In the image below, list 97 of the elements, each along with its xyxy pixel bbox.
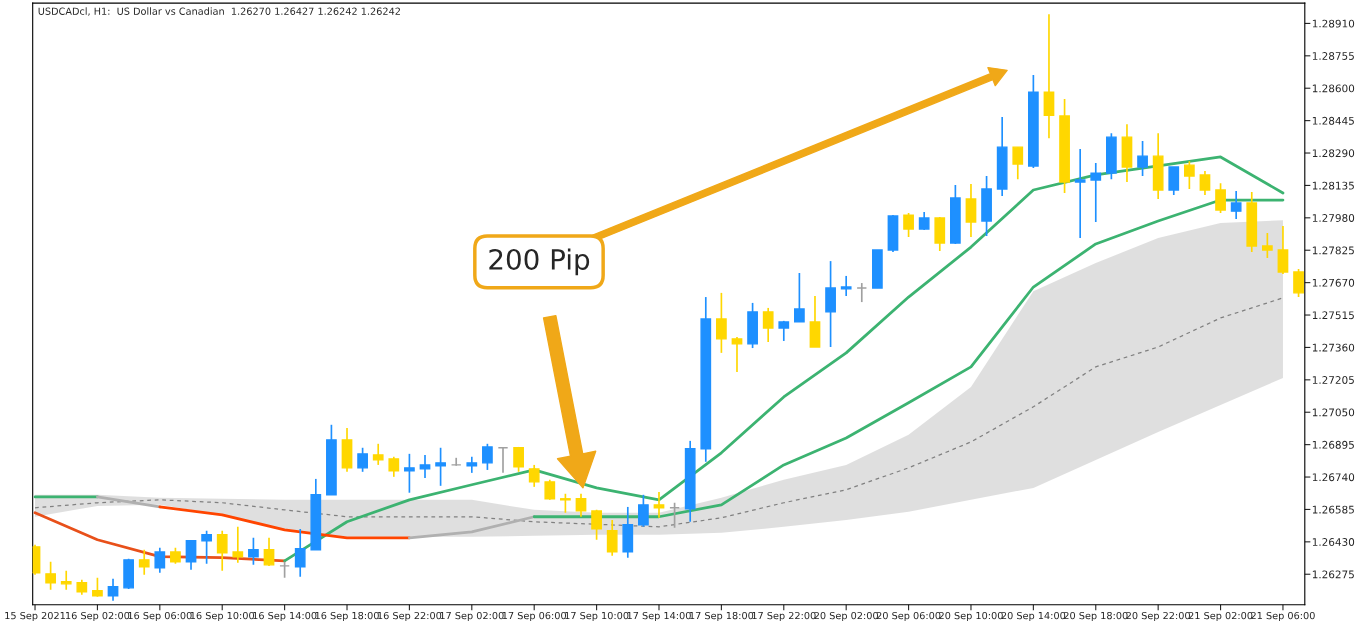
candlestick (216, 529, 228, 572)
x-tick-label: 16 Sep 18:00 (315, 611, 379, 622)
x-tick-label: 21 Sep 06:00 (1251, 611, 1315, 622)
candlestick (138, 548, 150, 576)
y-tick-label: 1.27050 (1312, 408, 1355, 417)
y-tick-label: 1.28290 (1312, 149, 1355, 158)
candlestick (1074, 148, 1086, 239)
candlestick (965, 183, 977, 238)
candlestick (435, 446, 446, 487)
candlestick (1215, 182, 1226, 214)
x-tick-label: 17 Sep 14:00 (627, 611, 691, 622)
x-tick-label: 16 Sep 02:00 (66, 611, 130, 622)
y-tick-label: 1.27205 (1312, 376, 1354, 384)
y-tick-label: 1.27980 (1312, 214, 1355, 222)
candlestick (294, 528, 306, 578)
line-series (283, 155, 1285, 563)
line-series (34, 297, 1284, 528)
y-tick-label: 1.26585 (1312, 505, 1354, 514)
candlestick (201, 529, 212, 565)
candlestick (497, 446, 509, 474)
candlestick (357, 446, 368, 473)
candlestick (856, 282, 868, 303)
y-tick-label: 1.28755 (1312, 52, 1354, 60)
x-tick-label: 21 Sep 02:00 (1188, 611, 1253, 622)
x-tick-label: 17 Sep 10:00 (565, 611, 629, 622)
candlestick (606, 519, 618, 557)
y-tick-label: 1.27670 (1312, 278, 1355, 287)
line-series (158, 505, 411, 540)
candlestick (560, 492, 571, 514)
candlestick (544, 478, 556, 501)
x-tick-label: 20 Sep 10:00 (939, 611, 1003, 622)
x-tick-label: 16 Sep 14:00 (253, 611, 317, 622)
chart-title: USDCADcl, H1: US Dollar vs Canadian 1.26270 1.26427 1.26242 1.26242 (38, 7, 400, 16)
candlestick (248, 537, 259, 566)
y-tick-label: 1.27515 (1312, 311, 1354, 320)
y-tick-label: 1.28910 (1312, 19, 1355, 28)
candlestick (154, 546, 166, 574)
candlestick (450, 456, 462, 467)
candlestick (1183, 160, 1195, 190)
y-tick-label: 1.27825 (1312, 246, 1354, 255)
candlestick (1199, 170, 1211, 196)
y-tick-label: 1.28600 (1312, 84, 1355, 93)
x-tick-label: 15 Sep 2021 (5, 611, 65, 622)
candlestick (794, 272, 805, 323)
candlestick (762, 307, 774, 343)
y-tick-label: 1.28135 (1312, 181, 1354, 190)
candlestick (1261, 232, 1273, 259)
y-tick-label: 1.27360 (1312, 343, 1355, 352)
candlestick (638, 493, 649, 528)
candlestick (482, 442, 493, 471)
candlestick (669, 501, 680, 529)
x-tick-label: 20 Sep 14:00 (1001, 611, 1066, 622)
candlestick (1277, 225, 1289, 275)
candlestick (1090, 162, 1102, 223)
candlestick (1230, 190, 1242, 220)
x-tick-label: 20 Sep 02:00 (814, 611, 878, 622)
x-tick-label: 20 Sep 06:00 (876, 611, 941, 622)
candlestick (372, 442, 384, 466)
candlestick (388, 455, 400, 478)
y-tick-label: 1.28445 (1312, 116, 1354, 125)
candlestick (528, 464, 540, 488)
x-tick-label: 16 Sep 06:00 (128, 611, 192, 622)
candlestick (591, 509, 602, 541)
y-tick-label: 1.26275 (1312, 570, 1354, 579)
y-tick-label: 1.26430 (1312, 538, 1355, 546)
x-tick-label: 20 Sep 22:00 (1126, 611, 1190, 622)
x-tick-label: 17 Sep 22:00 (752, 611, 816, 622)
x-tick-label: 17 Sep 18:00 (690, 611, 754, 622)
candlestick (825, 260, 836, 348)
x-tick-label: 16 Sep 22:00 (378, 611, 442, 622)
candlestick (1012, 146, 1024, 180)
candlestick (45, 560, 57, 591)
candlestick (107, 578, 119, 602)
candlestick (1168, 166, 1180, 196)
candlestick (92, 576, 103, 598)
x-tick-label: 20 Sep 18:00 (1064, 611, 1128, 622)
y-tick-label: 1.26895 (1312, 440, 1354, 449)
candlestick (1137, 140, 1148, 177)
candlestick (653, 491, 665, 519)
candlestick (1043, 13, 1055, 140)
candlestick (419, 454, 431, 479)
candlestick (404, 453, 415, 494)
candlestick (731, 336, 743, 373)
candlestick (840, 275, 852, 297)
x-tick-label: 17 Sep 06:00 (502, 611, 566, 622)
candlestick (263, 537, 275, 567)
candlestick (60, 569, 72, 591)
y-tick-label: 1.26740 (1312, 473, 1355, 482)
candlestick (185, 539, 197, 571)
candlestick (513, 446, 524, 473)
candlestick (575, 492, 587, 518)
candlestick (903, 212, 914, 238)
candlestick (716, 292, 727, 354)
x-tick-label: 16 Sep 10:00 (190, 611, 255, 622)
x-tick-label: 17 Sep 02:00 (440, 611, 504, 622)
candlestick (232, 525, 244, 564)
annotation: 200 Pip (489, 248, 590, 276)
